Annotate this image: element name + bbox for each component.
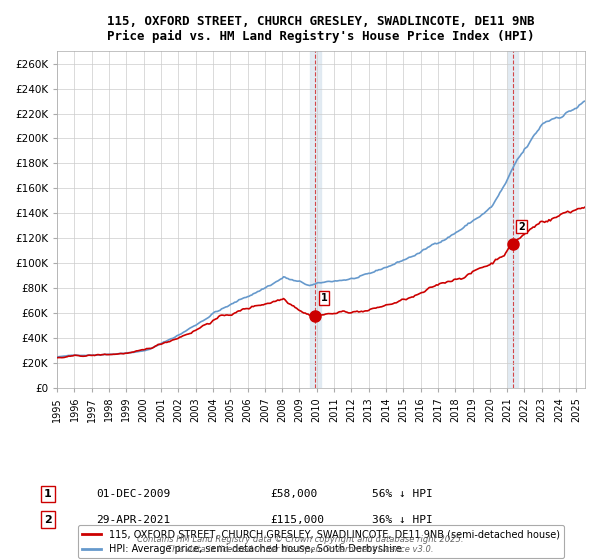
Title: 115, OXFORD STREET, CHURCH GRESLEY, SWADLINCOTE, DE11 9NB
Price paid vs. HM Land: 115, OXFORD STREET, CHURCH GRESLEY, SWAD… [107, 15, 535, 43]
Bar [508, 51, 518, 388]
Text: 2: 2 [518, 222, 525, 231]
Text: 01-DEC-2009: 01-DEC-2009 [96, 489, 170, 499]
Text: 36% ↓ HPI: 36% ↓ HPI [372, 515, 433, 525]
Text: £58,000: £58,000 [270, 489, 317, 499]
Text: 1: 1 [44, 489, 52, 499]
Text: 56% ↓ HPI: 56% ↓ HPI [372, 489, 433, 499]
Text: £115,000: £115,000 [270, 515, 324, 525]
Text: 29-APR-2021: 29-APR-2021 [96, 515, 170, 525]
Legend: 115, OXFORD STREET, CHURCH GRESLEY, SWADLINCOTE, DE11 9NB (semi-detached house),: 115, OXFORD STREET, CHURCH GRESLEY, SWAD… [78, 525, 564, 558]
Text: Contains HM Land Registry data © Crown copyright and database right 2025.
This d: Contains HM Land Registry data © Crown c… [137, 535, 463, 554]
Text: 2: 2 [44, 515, 52, 525]
Text: 1: 1 [320, 293, 327, 302]
Bar [310, 51, 320, 388]
